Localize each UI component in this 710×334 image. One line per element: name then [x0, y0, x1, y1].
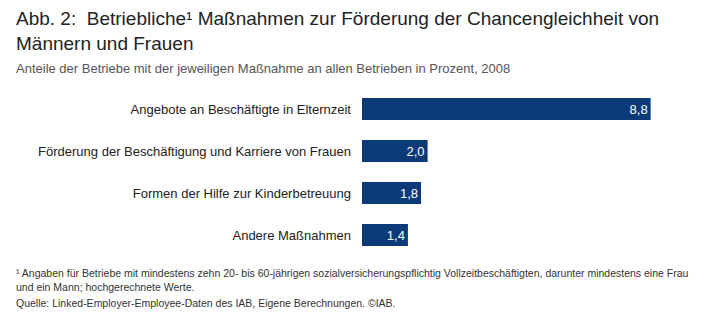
svg-text:Förderung der Beschäftigung un: Förderung der Beschäftigung und Karriere…	[38, 144, 351, 159]
html-text:Abb. 2: Betriebliche¹ Maßnahme: Abb. 2: Betriebliche¹ Maßnahmen zur Förd…	[16, 8, 665, 54]
svg-text:Formen der Hilfe zur Kinderbet: Formen der Hilfe zur Kinderbetreuung	[133, 186, 351, 201]
html-text:¹ Angaben für Betriebe mit min: ¹ Angaben für Betriebe mit mindestens ze…	[16, 267, 689, 293]
svg-text:Angebote an Beschäftigte in El: Angebote an Beschäftigte in Elternzeit	[131, 102, 352, 117]
svg-text:1,8: 1,8	[400, 186, 418, 201]
svg-text:Andere Maßnahmen: Andere Maßnahmen	[232, 228, 351, 243]
html-text:Anteile der Betriebe mit der j: Anteile der Betriebe mit der jeweiligen …	[16, 61, 511, 76]
svg-text:1,4: 1,4	[387, 228, 405, 243]
svg-text:8,8: 8,8	[630, 102, 648, 117]
svg-text:2,0: 2,0	[407, 144, 425, 159]
html-text:Quelle: Linked-Employer-Employ: Quelle: Linked-Employer-Employee-Daten d…	[16, 297, 396, 309]
